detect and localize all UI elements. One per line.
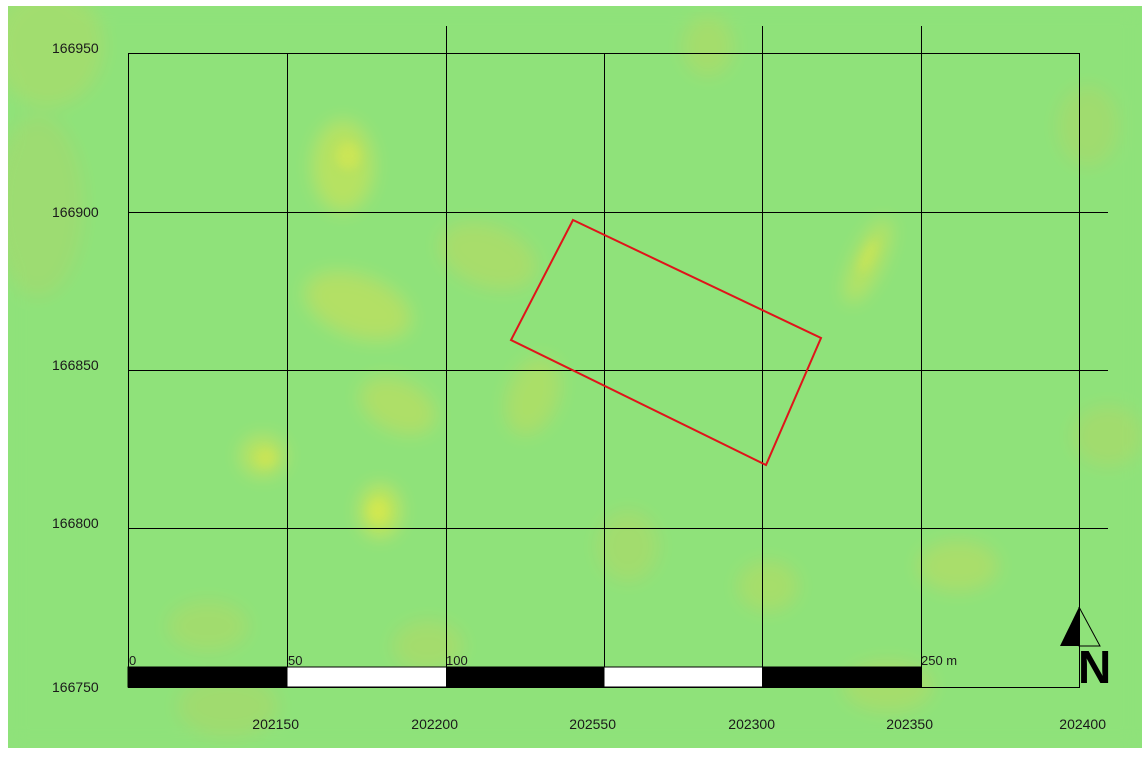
scale-bar-segment xyxy=(128,667,287,687)
y-axis-label: 166950 xyxy=(52,40,99,56)
map-layer xyxy=(8,6,1142,748)
scale-bar-label: 100 xyxy=(446,653,468,668)
site-boundary[interactable] xyxy=(509,218,823,467)
y-axis-label: 166900 xyxy=(52,204,99,220)
x-axis-label: 202350 xyxy=(886,716,933,732)
x-axis-label: 202150 xyxy=(252,716,299,732)
imagery-texture xyxy=(8,6,1142,748)
x-axis-label: 202400 xyxy=(1059,716,1106,732)
north-arrow-icon xyxy=(1060,606,1101,647)
y-axis-label: 166850 xyxy=(52,357,99,373)
scale-bar-label: 50 xyxy=(288,653,303,668)
scale-bar-label: 250 m xyxy=(921,653,958,668)
graticule-grid xyxy=(128,26,1108,688)
x-axis-label: 202200 xyxy=(411,716,458,732)
scale-bar-segment xyxy=(762,667,921,687)
x-axis-label: 202300 xyxy=(728,716,775,732)
map-canvas[interactable] xyxy=(8,6,1142,748)
x-axis-label: 202550 xyxy=(569,716,616,732)
scale-bar-label: 0 xyxy=(129,653,137,668)
scale-bar-segment xyxy=(446,667,604,687)
y-axis-label: 166800 xyxy=(52,515,99,531)
y-axis-label: 166750 xyxy=(52,679,99,695)
imagery-highlights xyxy=(256,142,878,523)
north-label: N xyxy=(1078,641,1112,693)
scale-bar xyxy=(127,666,922,688)
